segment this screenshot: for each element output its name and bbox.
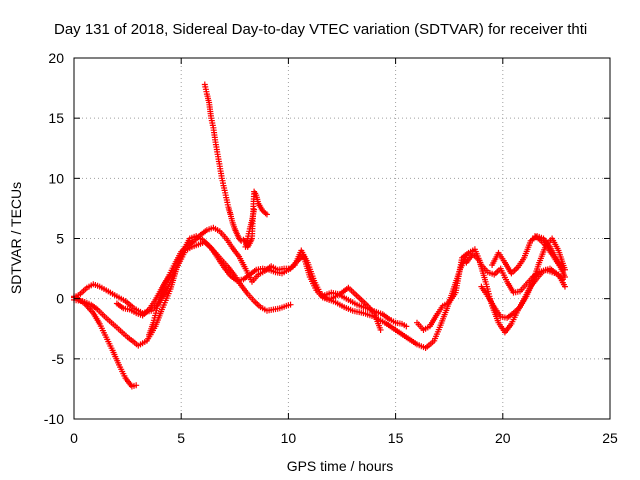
plus-marker-track: [146, 271, 174, 338]
x-tick-label: 5: [177, 430, 185, 446]
x-tick-label: 0: [70, 430, 78, 446]
series-arc13: [532, 233, 568, 281]
y-tick-label: 5: [56, 231, 64, 247]
y-tick-label: 15: [48, 110, 64, 126]
axis-ticks: 0 5 10 15 20 25 -10 -5 0 5 10 15 20: [44, 50, 618, 446]
y-tick-label: -5: [52, 351, 65, 367]
plus-marker-track: [242, 206, 258, 250]
y-tick-label: 20: [48, 50, 64, 66]
series-arc5: [146, 271, 174, 338]
series-arc8: [321, 289, 410, 330]
x-tick-label: 10: [281, 430, 297, 446]
chart-title: Day 131 of 2018, Sidereal Day-to-day VTE…: [54, 21, 587, 38]
x-tick-label: 20: [495, 430, 511, 446]
plus-marker-track: [321, 289, 410, 330]
plus-marker-track: [532, 233, 568, 281]
plus-marker-track: [113, 224, 384, 333]
x-tick-label: 15: [388, 430, 404, 446]
x-tick-label: 25: [602, 430, 618, 446]
y-tick-label: 10: [48, 170, 64, 186]
series-arc4: [113, 224, 384, 333]
x-axis-label: GPS time / hours: [287, 458, 394, 474]
series-arc7: [242, 206, 258, 250]
grid: [74, 58, 610, 419]
y-axis-label: SDTVAR / TECUs: [8, 182, 24, 294]
y-tick-label: -10: [44, 411, 64, 427]
data-points: [71, 81, 568, 390]
y-tick-label: 0: [56, 291, 64, 307]
